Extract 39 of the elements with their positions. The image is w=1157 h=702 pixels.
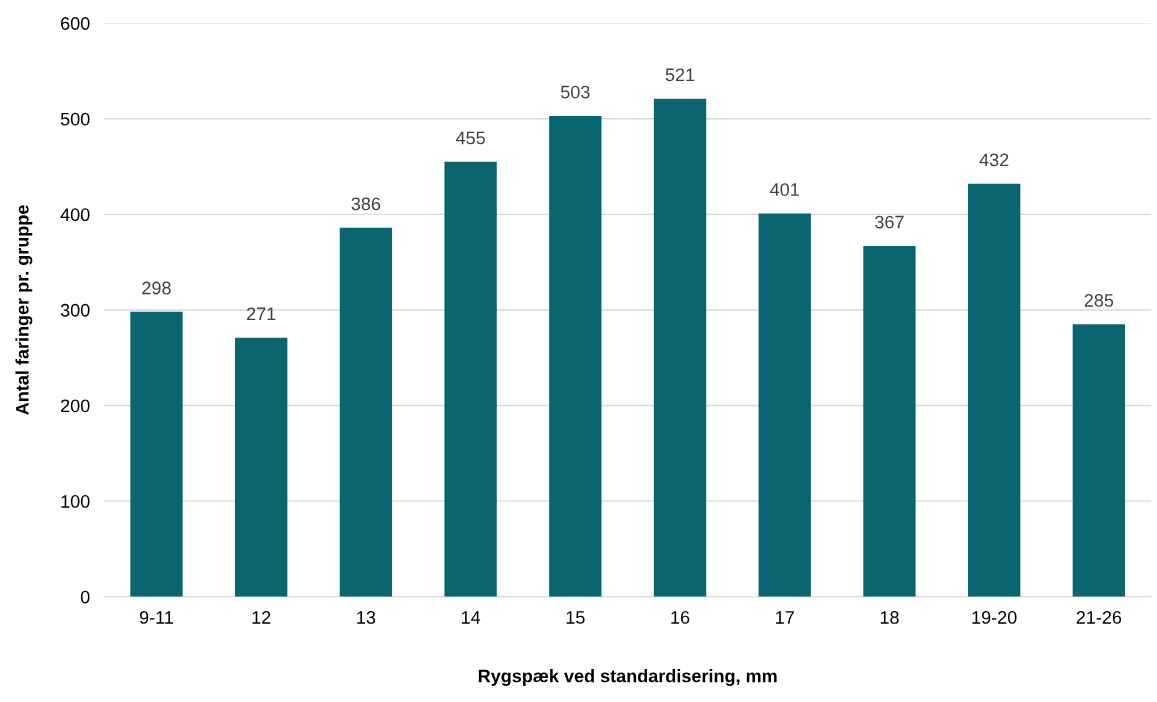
y-tick-label: 300	[60, 303, 90, 317]
bar	[758, 213, 811, 597]
data-label: 386	[351, 197, 381, 211]
data-label: 367	[875, 215, 904, 229]
bar	[235, 337, 288, 597]
data-label: 271	[247, 307, 276, 321]
data-label: 285	[1084, 294, 1114, 307]
x-tick-label: 17	[776, 611, 794, 624]
y-axis-title: Antal faringer pr. gruppe	[15, 205, 33, 415]
bar	[653, 98, 707, 597]
x-tick-label: 14	[461, 611, 481, 624]
y-tick-label: 0	[80, 590, 90, 604]
y-tick-label: 100	[61, 495, 90, 508]
x-tick-label: 16	[671, 611, 690, 624]
y-tick-label: 400	[60, 208, 90, 222]
data-label: 298	[142, 281, 171, 295]
bar	[967, 183, 1021, 597]
x-tick-label: 19-20	[972, 611, 1017, 624]
y-tick-label: 500	[60, 112, 90, 126]
data-label: 455	[455, 131, 485, 145]
bar	[339, 227, 393, 597]
x-tick-label: 18	[880, 611, 899, 624]
x-tick-label: 12	[252, 611, 271, 624]
bar	[1072, 324, 1126, 597]
data-label: 503	[560, 85, 590, 99]
x-tick-label: 9-11	[139, 611, 174, 624]
bar	[130, 311, 183, 597]
data-label: 521	[665, 68, 695, 82]
data-label: 401	[770, 183, 799, 196]
bar	[863, 245, 916, 597]
x-tick-label: 13	[357, 611, 376, 624]
x-tick-label: 15	[566, 611, 585, 624]
data-label: 432	[979, 153, 1009, 167]
x-axis-title: Rygspæk ved standardisering, mm	[478, 669, 777, 686]
bar	[549, 115, 602, 597]
bar	[444, 161, 497, 597]
y-tick-label: 600	[61, 17, 90, 30]
y-tick-label: 200	[61, 399, 90, 413]
x-tick-label: 21-26	[1076, 611, 1122, 624]
